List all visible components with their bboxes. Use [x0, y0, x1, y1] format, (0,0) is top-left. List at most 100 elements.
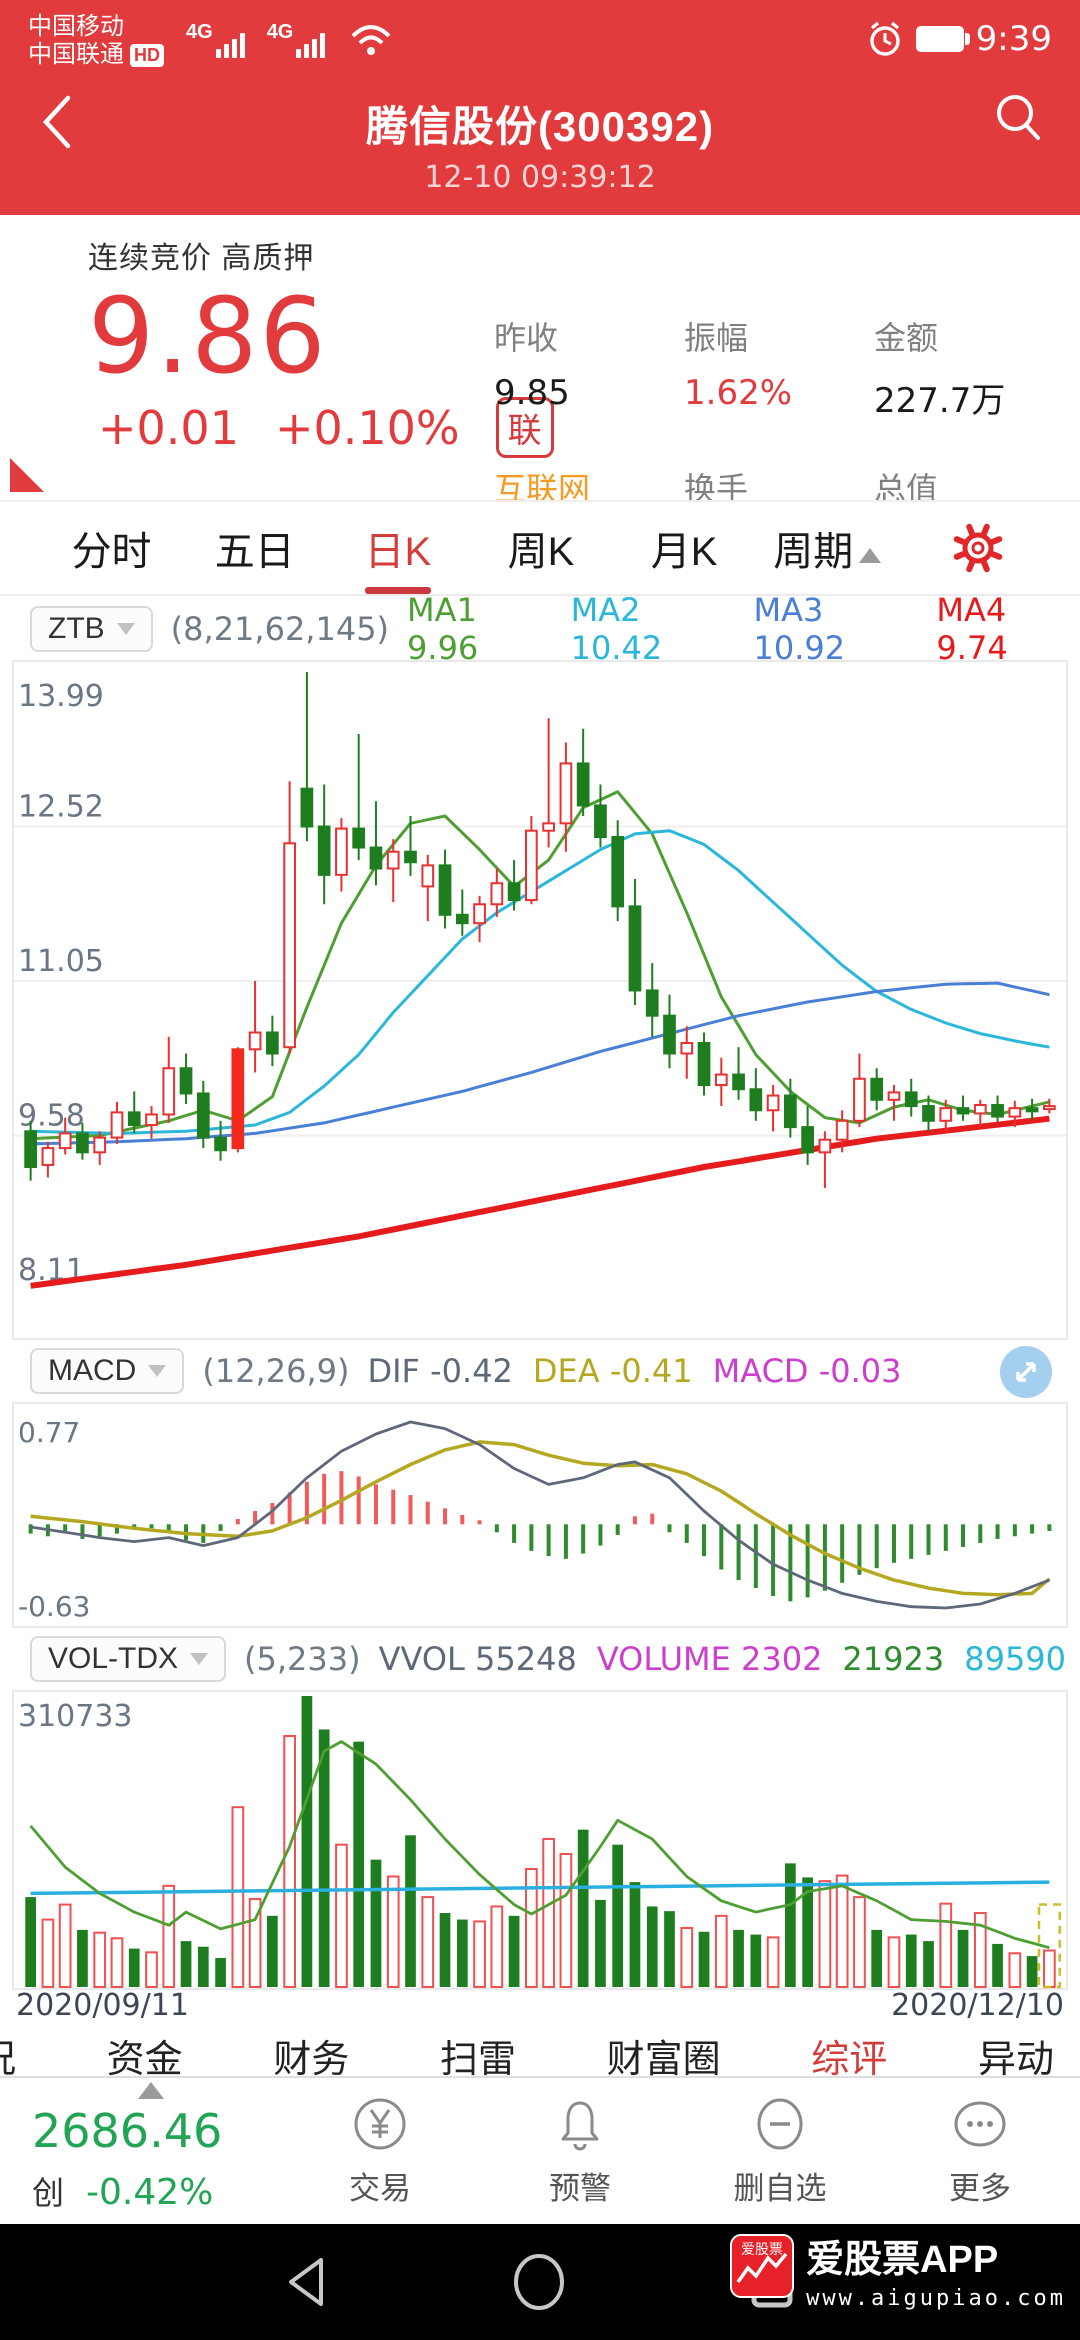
- macd-indicator-bar: MACD (12,26,9) DIF -0.42 DEA -0.41 MACD -0…: [0, 1340, 1080, 1402]
- tab-异动[interactable]: 异动: [977, 2039, 1054, 2078]
- macd-chart[interactable]: 0.77 -0.63: [12, 1402, 1068, 1628]
- MA4: MA4 9.74: [936, 591, 1008, 667]
- DEA: DEA -0.41: [532, 1352, 693, 1390]
- svg-text:-0.63: -0.63: [18, 1590, 90, 1623]
- index-name: 创: [32, 2175, 65, 2211]
- button-更多[interactable]: 更多: [880, 2078, 1080, 2224]
- tab-周K[interactable]: 周K: [507, 530, 575, 574]
- chevron-down-icon: [148, 1365, 167, 1377]
- more-icon: [951, 2095, 1009, 2153]
- app-watermark: 爱股票 爱股票APP www.aigupiao.com: [730, 2234, 1066, 2311]
- kline-indicator-dropdown[interactable]: ZTB: [30, 606, 153, 652]
- expand-fullscreen-icon[interactable]: [998, 1344, 1054, 1400]
- chevron-down-icon: [116, 623, 135, 635]
- tab-综评[interactable]: 综评: [811, 2039, 888, 2078]
- quote-panel: 连续竞价 高质押 9.86 +0.01 +0.10% 联 昨收 9.85 振幅 1.6…: [0, 215, 1080, 572]
- period-tabs: 分时 五日 日K 周K 月K 周期: [0, 500, 1080, 596]
- minus-icon: [751, 2095, 809, 2153]
- nav-bar: 腾信股份(300392): [0, 78, 1080, 168]
- dropdown-triangle-icon: [859, 547, 882, 563]
- settings-gear-icon[interactable]: [907, 502, 1050, 594]
- watermark-title: 爱股票APP: [806, 2239, 999, 2281]
- bottom-action-bar: 2686.46 创 -0.42% 交易 预警 删自选 更多: [0, 2078, 1080, 2224]
- svg-text:11.05: 11.05: [18, 944, 104, 979]
- carrier-labels: 中国移动 中国联通 HD: [28, 13, 164, 69]
- alarm-icon: [866, 20, 904, 58]
- wifi-icon: [347, 20, 395, 58]
- signal-4g-icon-2: 4G: [267, 21, 326, 58]
- index-change: -0.42%: [86, 2172, 214, 2213]
- stat-金额: 金额 227.7万: [874, 320, 1006, 421]
- price-change: +0.01: [98, 400, 239, 455]
- tab-扫雷[interactable]: 扫雷: [439, 2039, 516, 2078]
- stock-tags: 连续竞价 高质押: [88, 242, 315, 275]
- index-summary[interactable]: 2686.46 创 -0.42%: [0, 2078, 280, 2224]
- tab-日K[interactable]: 日K: [326, 502, 469, 594]
- price-change-pct: +0.10%: [274, 400, 460, 455]
- android-back-icon[interactable]: [281, 2252, 333, 2312]
- page-title: 腾信股份(300392): [365, 102, 715, 150]
- kline-params: (8,21,62,145): [170, 610, 390, 648]
- svg-text:12.52: 12.52: [18, 790, 104, 825]
- lian-badge[interactable]: 联: [495, 397, 554, 458]
- tab-partial[interactable]: 况: [0, 2028, 16, 2076]
- yen-icon: [351, 2095, 409, 2153]
- MA2: MA2 10.42: [570, 591, 663, 667]
- android-home-icon[interactable]: [509, 2252, 569, 2312]
- corner-flag-icon: [10, 458, 44, 492]
- signal-4g-icon-1: 4G: [186, 21, 245, 58]
- svg-text:0.77: 0.77: [18, 1416, 80, 1449]
- expand-handle-icon[interactable]: [138, 2082, 164, 2099]
- MACD: MACD -0.03: [712, 1352, 902, 1390]
- date-start: 2020/09/11: [16, 1988, 189, 2023]
- macd-indicator-dropdown[interactable]: MACD: [30, 1348, 185, 1394]
- hd-badge: HD: [130, 43, 164, 67]
- svg-text:9.58: 9.58: [18, 1099, 85, 1134]
- volume-values: VVOL 55248 VOLUME 2302 21923 89590: [379, 1640, 1066, 1678]
- quote-timestamp: 12-10 09:39:12: [424, 160, 656, 195]
- tab-资金[interactable]: 资金: [106, 2039, 183, 2078]
- svg-text:13.99: 13.99: [18, 679, 104, 714]
- tab-分时[interactable]: 分时: [71, 530, 152, 574]
- button-交易[interactable]: 交易: [280, 2078, 480, 2224]
- ma-values: MA1 9.96 MA2 10.42 MA3 10.92 MA4 9.74: [407, 591, 1080, 667]
- value: 89590: [964, 1640, 1067, 1678]
- volume-chart[interactable]: 310733 2020/09/11 2020/12/10: [12, 1690, 1068, 2023]
- back-button[interactable]: [34, 90, 78, 154]
- tab-财务[interactable]: 财务: [273, 2039, 350, 2078]
- android-nav-bar: 爱股票 爱股票APP www.aigupiao.com: [0, 2224, 1080, 2340]
- kline-indicator-bar: ZTB (8,21,62,145) MA1 9.96 MA2 10.42 MA3 1…: [0, 591, 1080, 667]
- carrier-1: 中国移动: [28, 13, 124, 40]
- MA3: MA3 10.92: [753, 591, 846, 667]
- volume-indicator-bar: VOL-TDX (5,233) VVOL 55248 VOLUME 2302 219…: [0, 1628, 1080, 1690]
- search-icon[interactable]: [990, 88, 1046, 148]
- DIF: DIF -0.42: [367, 1352, 513, 1390]
- MA1: MA1 9.96: [407, 591, 479, 667]
- button-预警[interactable]: 预警: [480, 2078, 680, 2224]
- VOLUME: VOLUME 2302: [596, 1640, 823, 1678]
- stat-振幅: 振幅 1.62%: [684, 320, 793, 413]
- tab-财富圈[interactable]: 财富圈: [606, 2039, 721, 2078]
- kline-chart[interactable]: 13.99 12.52 11.05 9.58 8.11: [12, 660, 1068, 1340]
- svg-text:爱股票: 爱股票: [741, 2241, 783, 2257]
- svg-text:310733: 310733: [18, 1699, 133, 1734]
- button-删自选[interactable]: 删自选: [680, 2078, 880, 2224]
- watermark-url: www.aigupiao.com: [806, 2286, 1066, 2311]
- carrier-2: 中国联通: [28, 41, 124, 68]
- battery-icon: [915, 26, 970, 52]
- detail-tabs-row: 况 资金 财务 扫雷 财富圈 综评 异动: [0, 2022, 1080, 2078]
- chevron-down-icon: [190, 1653, 209, 1665]
- index-value: 2686.46: [32, 2104, 223, 2158]
- tab-周期[interactable]: 周期: [756, 502, 899, 594]
- bottom-buttons: 交易 预警 删自选 更多: [280, 2078, 1080, 2224]
- status-bar: 中国移动 中国联通 HD 4G 4G: [0, 0, 1080, 78]
- current-price: 9.86: [88, 275, 328, 397]
- aigupiao-logo: 爱股票: [730, 2234, 795, 2298]
- value: 21923: [842, 1640, 945, 1678]
- volume-indicator-dropdown[interactable]: VOL-TDX: [30, 1636, 227, 1682]
- tab-五日[interactable]: 五日: [214, 530, 295, 574]
- clock-time: 9:39: [975, 19, 1052, 59]
- stat-昨收: 昨收 9.85: [494, 320, 570, 413]
- tab-月K[interactable]: 月K: [650, 530, 718, 574]
